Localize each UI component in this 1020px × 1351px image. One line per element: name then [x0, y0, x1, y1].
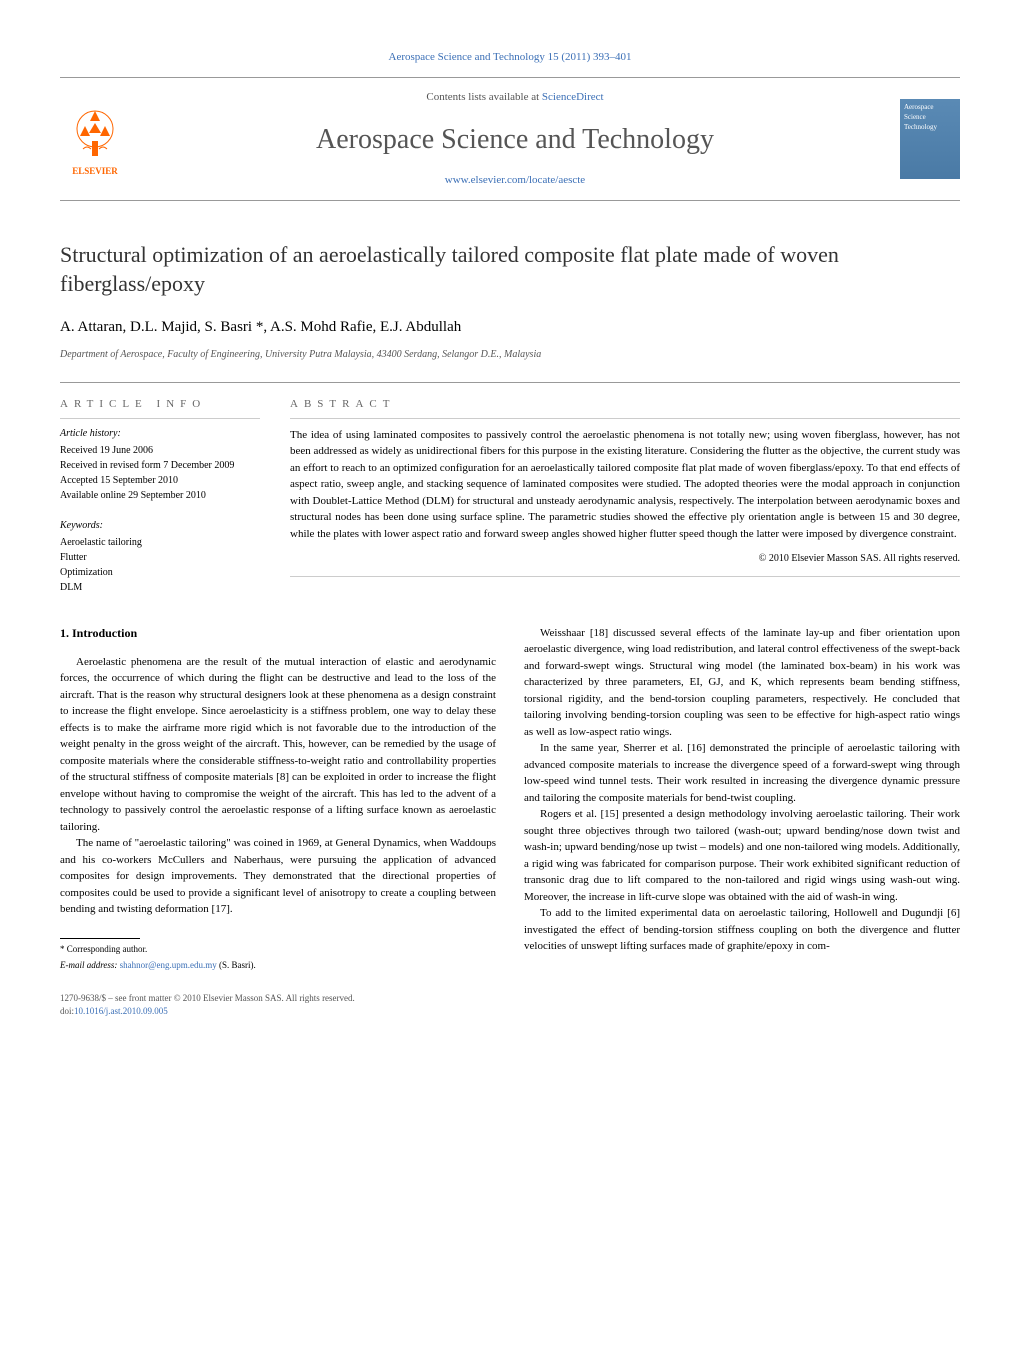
section-1-heading: 1. Introduction: [60, 625, 496, 642]
keywords-block: Keywords: Aeroelastic tailoring Flutter …: [60, 519, 260, 595]
abstract-col: abstract The idea of using laminated com…: [290, 397, 960, 595]
email-suffix: (S. Basri).: [217, 960, 256, 970]
journal-name: Aerospace Science and Technology: [146, 120, 884, 159]
kw-4: DLM: [60, 580, 260, 595]
front-matter-line: 1270-9638/$ – see front matter © 2010 El…: [60, 992, 355, 1005]
contents-prefix: Contents lists available at: [426, 91, 541, 103]
header-center: Contents lists available at ScienceDirec…: [146, 90, 884, 188]
article-title: Structural optimization of an aeroelasti…: [60, 241, 960, 298]
online-line: Available online 29 September 2010: [60, 488, 260, 503]
email-label: E-mail address:: [60, 960, 120, 970]
body-p2: The name of "aeroelastic tailoring" was …: [60, 835, 496, 918]
footnote-email: E-mail address: shahnor@eng.upm.edu.my (…: [60, 959, 496, 972]
contents-line: Contents lists available at ScienceDirec…: [146, 90, 884, 105]
article-info-heading: article info: [60, 397, 260, 419]
doi-link[interactable]: 10.1016/j.ast.2010.09.005: [74, 1006, 168, 1016]
kw-2: Flutter: [60, 550, 260, 565]
keywords-label: Keywords:: [60, 519, 260, 533]
publisher-name: ELSEVIER: [60, 165, 130, 178]
affiliation: Department of Aerospace, Faculty of Engi…: [60, 348, 960, 362]
kw-3: Optimization: [60, 565, 260, 580]
left-column: 1. Introduction Aeroelastic phenomena ar…: [60, 625, 496, 972]
abstract-copyright: © 2010 Elsevier Masson SAS. All rights r…: [290, 552, 960, 577]
received-line: Received 19 June 2006: [60, 443, 260, 458]
footer-left: 1270-9638/$ – see front matter © 2010 El…: [60, 992, 355, 1017]
journal-cover-thumb: Aerospace Science Technology: [900, 99, 960, 179]
body-p5: Rogers et al. [15] presented a design me…: [524, 806, 960, 905]
elsevier-logo: ELSEVIER: [60, 101, 130, 177]
body-p3: Weisshaar [18] discussed several effects…: [524, 625, 960, 741]
body-columns: 1. Introduction Aeroelastic phenomena ar…: [60, 625, 960, 972]
elsevier-tree-icon: [65, 101, 125, 161]
body-p1: Aeroelastic phenomena are the result of …: [60, 654, 496, 836]
body-p6: To add to the limited experimental data …: [524, 905, 960, 955]
abstract-heading: abstract: [290, 397, 960, 419]
article-info-col: article info Article history: Received 1…: [60, 397, 260, 595]
info-abstract-row: article info Article history: Received 1…: [60, 382, 960, 595]
email-link[interactable]: shahnor@eng.upm.edu.my: [120, 960, 217, 970]
journal-url-link[interactable]: www.elsevier.com/locate/aescte: [445, 174, 585, 186]
footer-row: 1270-9638/$ – see front matter © 2010 El…: [60, 992, 960, 1017]
sciencedirect-link[interactable]: ScienceDirect: [542, 91, 604, 103]
revised-line: Received in revised form 7 December 2009: [60, 458, 260, 473]
abstract-text: The idea of using laminated composites t…: [290, 427, 960, 543]
body-p4: In the same year, Sherrer et al. [16] de…: [524, 740, 960, 806]
authors-line: A. Attaran, D.L. Majid, S. Basri *, A.S.…: [60, 317, 960, 338]
history-label: Article history:: [60, 427, 260, 441]
doi-line: doi:10.1016/j.ast.2010.09.005: [60, 1005, 355, 1018]
journal-link-wrap: www.elsevier.com/locate/aescte: [146, 173, 884, 188]
footnote-corresponding: * Corresponding author.: [60, 943, 496, 956]
header-citation: Aerospace Science and Technology 15 (201…: [60, 50, 960, 65]
header-bar: ELSEVIER Contents lists available at Sci…: [60, 77, 960, 201]
footnote-separator: [60, 938, 140, 939]
kw-1: Aeroelastic tailoring: [60, 535, 260, 550]
right-column: Weisshaar [18] discussed several effects…: [524, 625, 960, 972]
doi-prefix: doi:: [60, 1006, 74, 1016]
accepted-line: Accepted 15 September 2010: [60, 473, 260, 488]
